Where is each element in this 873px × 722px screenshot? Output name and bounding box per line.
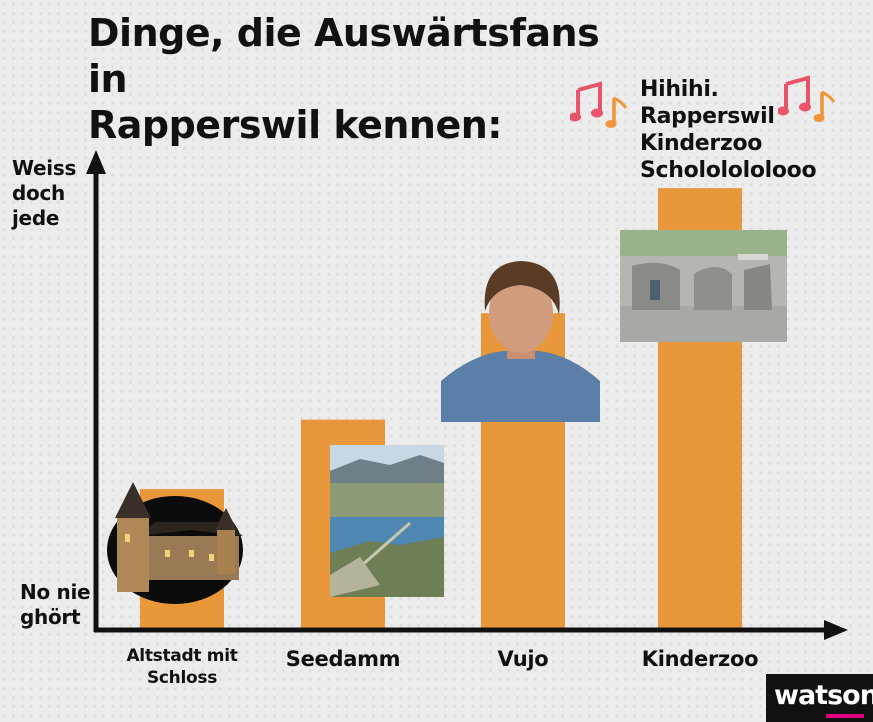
x-tick-label: Altstadt mit Schloss xyxy=(126,646,238,688)
x-tick-label: Kinderzoo xyxy=(641,647,759,671)
axes xyxy=(86,150,848,640)
watson-logo: watson xyxy=(766,674,873,722)
kinderzoo-photo xyxy=(620,230,787,342)
music-note-icon xyxy=(569,80,632,134)
castle-photo xyxy=(105,474,247,606)
seedamm-photo xyxy=(330,445,444,597)
y-axis-arrow xyxy=(86,150,106,174)
chart-title: Dinge, die Auswärtsfans in Rapperswil ke… xyxy=(88,11,600,147)
logo-accent xyxy=(826,714,864,718)
y-axis-low-label: No nie ghört xyxy=(20,580,91,629)
x-tick-label: Vujo xyxy=(497,647,549,671)
logo-text: watson xyxy=(774,680,873,711)
kinderzoo-caption: Hihihi. Rapperswil Kinderzoo Scholololol… xyxy=(640,77,817,183)
y-axis-high-label: Weiss doch jede xyxy=(12,156,77,230)
x-axis-arrow xyxy=(824,620,848,640)
x-tick-label: Seedamm xyxy=(285,647,401,671)
vujo-photo xyxy=(441,255,600,422)
music-note-icon xyxy=(777,74,840,128)
